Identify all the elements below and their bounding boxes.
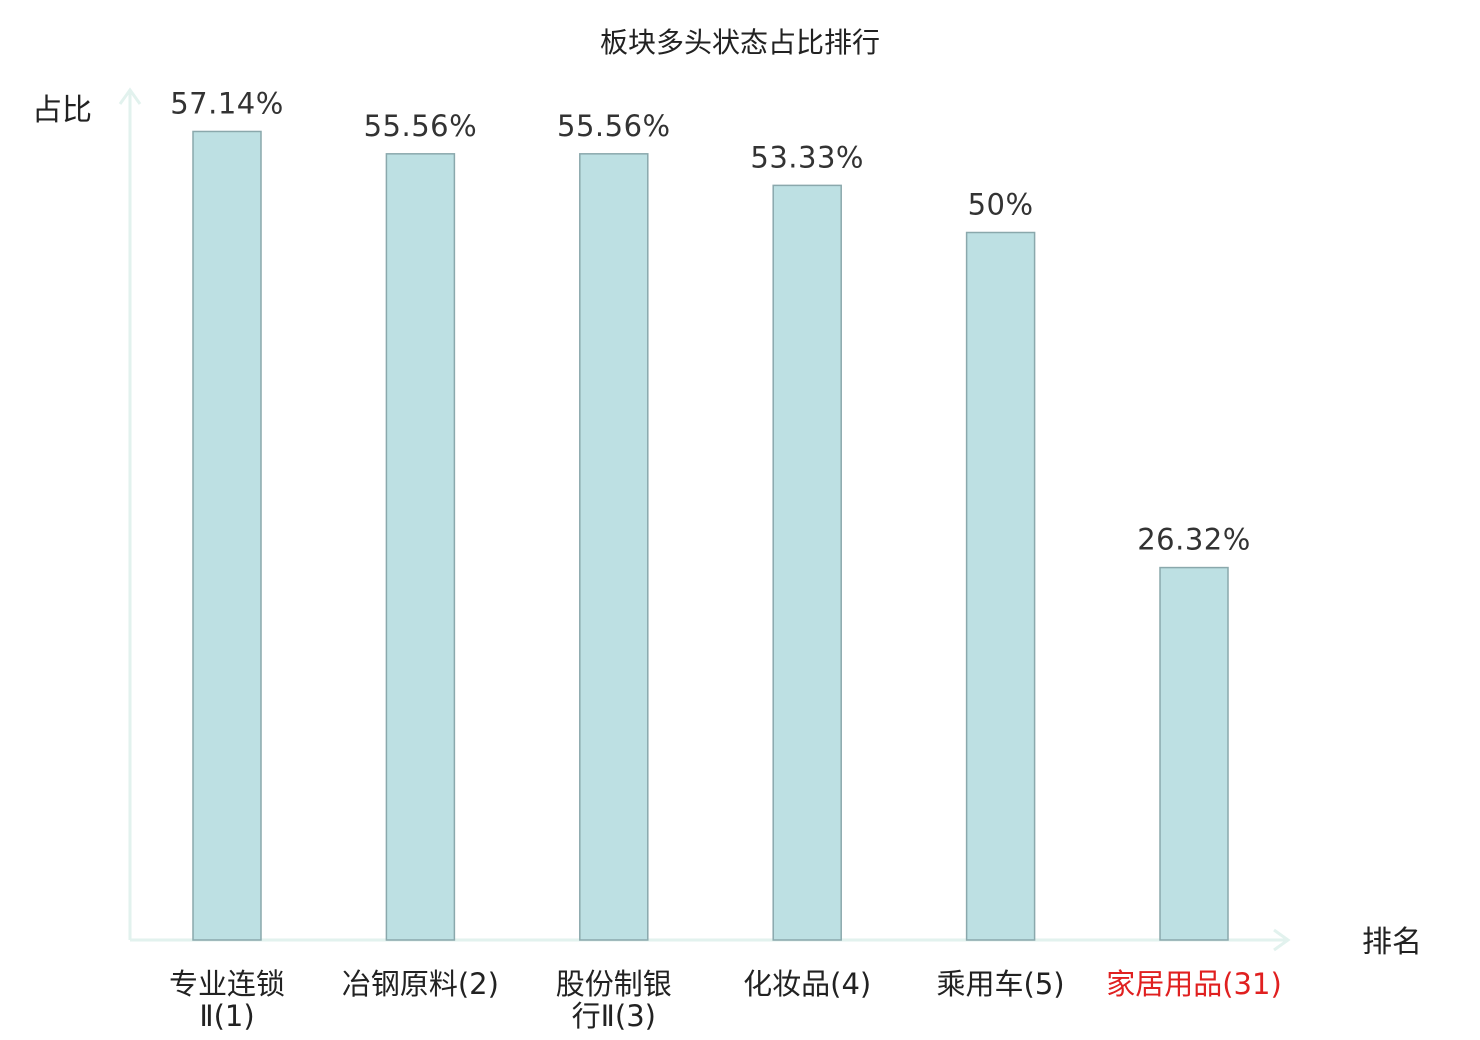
category-label-5: 乘用车(5) [937, 967, 1065, 1001]
category-label-3-line-2: 行Ⅱ(3) [572, 999, 656, 1033]
y-axis-label: 占比 [32, 93, 92, 128]
value-label-5: 50% [968, 188, 1034, 222]
value-label-6: 26.32% [1137, 523, 1251, 557]
value-label-3: 55.56% [557, 109, 671, 143]
category-label-1-line-2: Ⅱ(1) [199, 999, 254, 1033]
x-axis-label: 排名 [1362, 925, 1422, 960]
category-label-6: 家居用品(31) [1106, 967, 1282, 1001]
chart-title: 板块多头状态占比排行 [600, 26, 880, 59]
category-label-2: 冶钢原料(2) [342, 967, 499, 1001]
y-axis-arrow [118, 87, 142, 105]
value-label-1: 57.14% [170, 86, 284, 120]
bar-series [192, 130, 1229, 941]
category-label-1-line-1: 专业连锁 [169, 967, 285, 1001]
value-labels: 57.14% 55.56% 55.56% 53.33% 50% 26.32% [170, 86, 1251, 557]
bar-2 [385, 153, 456, 941]
x-axis-arrow [1273, 928, 1291, 952]
category-label-4: 化妆品(4) [743, 967, 871, 1001]
value-label-2: 55.56% [364, 109, 478, 143]
bar-5 [965, 231, 1036, 941]
value-label-4: 53.33% [750, 140, 864, 174]
bar-4 [772, 184, 842, 941]
bar-6 [1159, 566, 1229, 941]
bar-3 [579, 153, 649, 941]
bar-1 [192, 130, 262, 941]
category-label-3-line-1: 股份制银 [556, 967, 672, 1001]
